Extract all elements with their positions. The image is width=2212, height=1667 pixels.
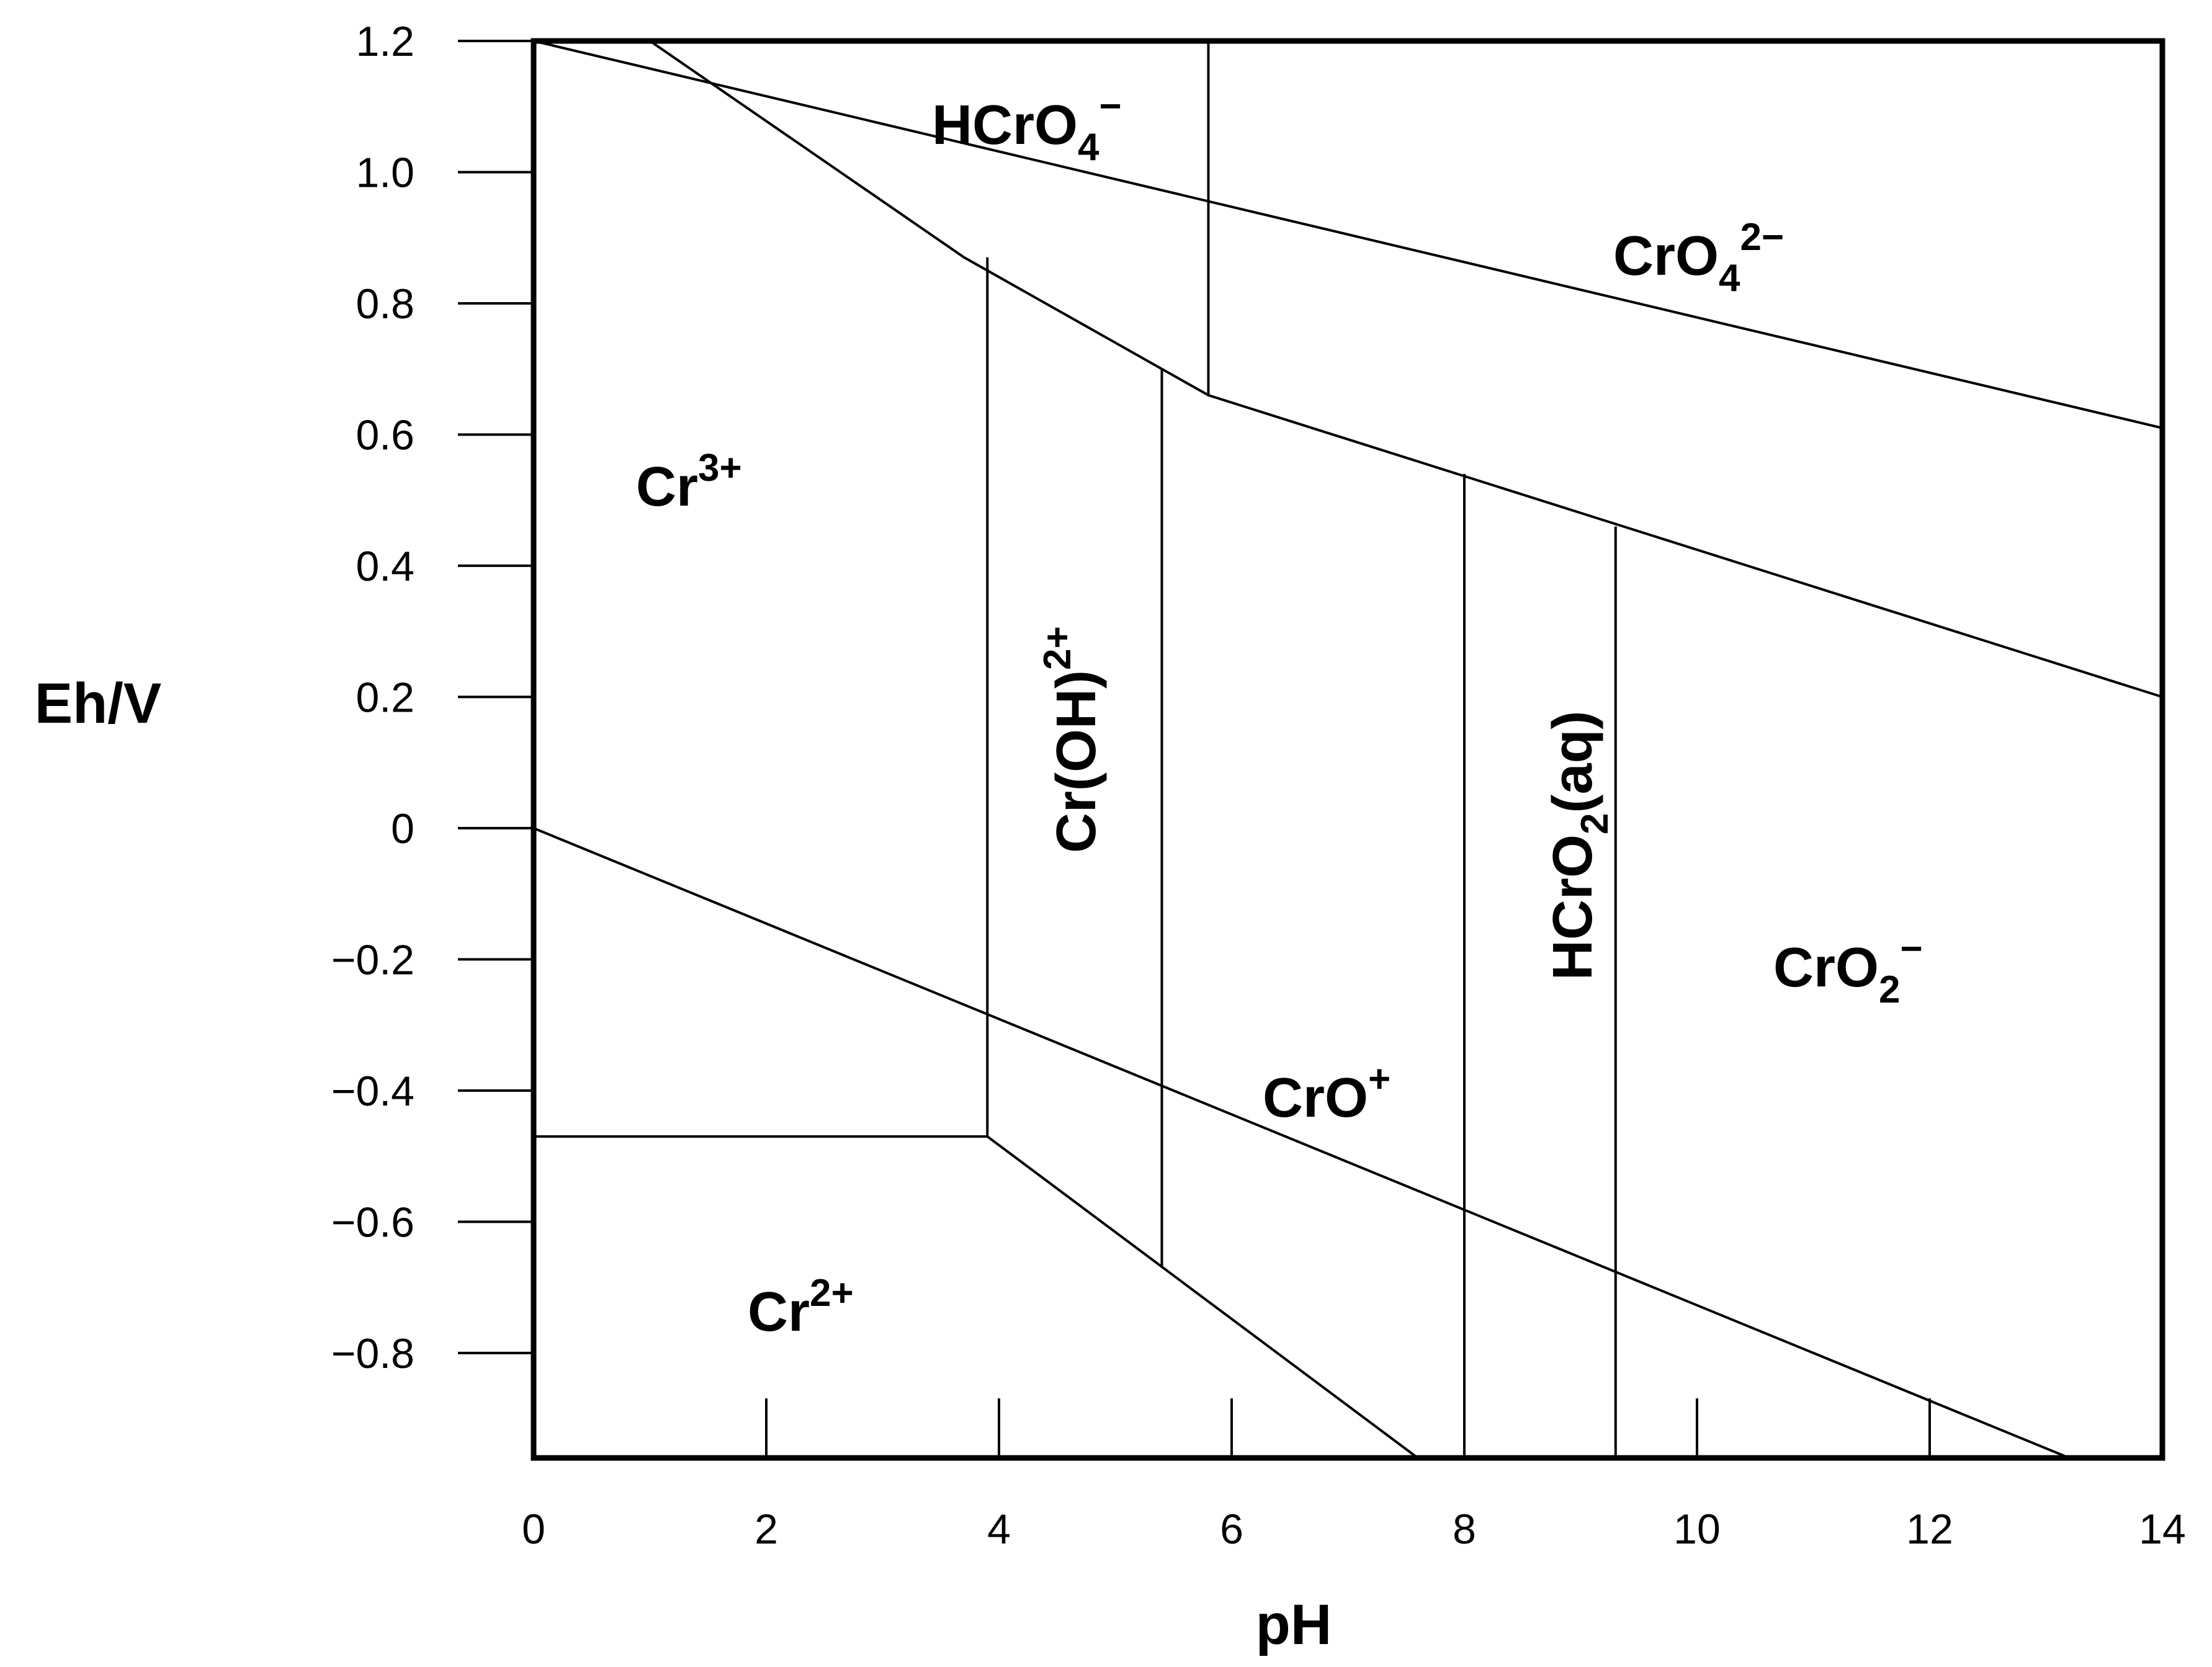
region-cro: CrO+ [1263, 1058, 1390, 1129]
y-axis: 1.2 1.0 0.8 0.6 0.4 0.2 0 −0.2 −0.4 −0.6 −0.8 [331, 18, 534, 1377]
boundary-lines [533, 40, 2163, 1459]
y-tick-label: 0.4 [356, 543, 414, 590]
y-tick-label: 0.6 [356, 411, 414, 458]
y-axis-title: Eh/V [35, 672, 161, 735]
y-tick-label: −0.4 [331, 1068, 414, 1115]
cr6-cr3-boundary [649, 40, 2163, 699]
x-axis-title: pH [1256, 1593, 1332, 1656]
x-tick-label: 10 [1673, 1506, 1721, 1553]
x-tick-label: 0 [522, 1506, 545, 1553]
x-tick-label: 4 [987, 1506, 1011, 1553]
x-tick-label: 2 [754, 1506, 778, 1553]
y-tick-label: −0.2 [331, 936, 414, 983]
x-axis: 0 2 4 6 8 10 12 14 [522, 1398, 2186, 1553]
cr2-boundary [987, 1135, 1419, 1459]
y-tick-label: 0.8 [356, 280, 414, 328]
region-cr3: Cr3+ [636, 447, 742, 518]
region-hcro4: HCrO4− [932, 85, 1122, 169]
region-cr2: Cr2+ [748, 1272, 854, 1343]
y-tick-label: 1.2 [356, 18, 414, 65]
region-cro2: CrO2− [1773, 927, 1923, 1011]
region-cro4: CrO42− [1613, 216, 1784, 300]
y-tick-label: 0 [391, 805, 414, 852]
x-tick-label: 8 [1453, 1506, 1476, 1553]
plot-frame [531, 38, 2165, 1461]
y-tick-label: −0.6 [331, 1199, 414, 1246]
water-reduction-line [533, 827, 2070, 1459]
x-tick-label: 12 [1906, 1506, 1953, 1553]
region-hcro2: HCrO2(aq) [1542, 711, 1616, 981]
y-tick-label: −0.8 [331, 1330, 414, 1377]
region-croh: Cr(OH)2+ [1036, 626, 1108, 853]
x-tick-label: 6 [1220, 1506, 1243, 1553]
y-tick-label: 1.0 [356, 149, 414, 196]
y-tick-label: 0.2 [356, 674, 414, 721]
x-tick-label: 14 [2139, 1506, 2186, 1553]
region-labels: HCrO4− CrO42− Cr3+ Cr(OH)2+ HCrO2(aq) CrO2− Cr… [636, 85, 1923, 1343]
water-oxidation-line [533, 40, 2163, 429]
